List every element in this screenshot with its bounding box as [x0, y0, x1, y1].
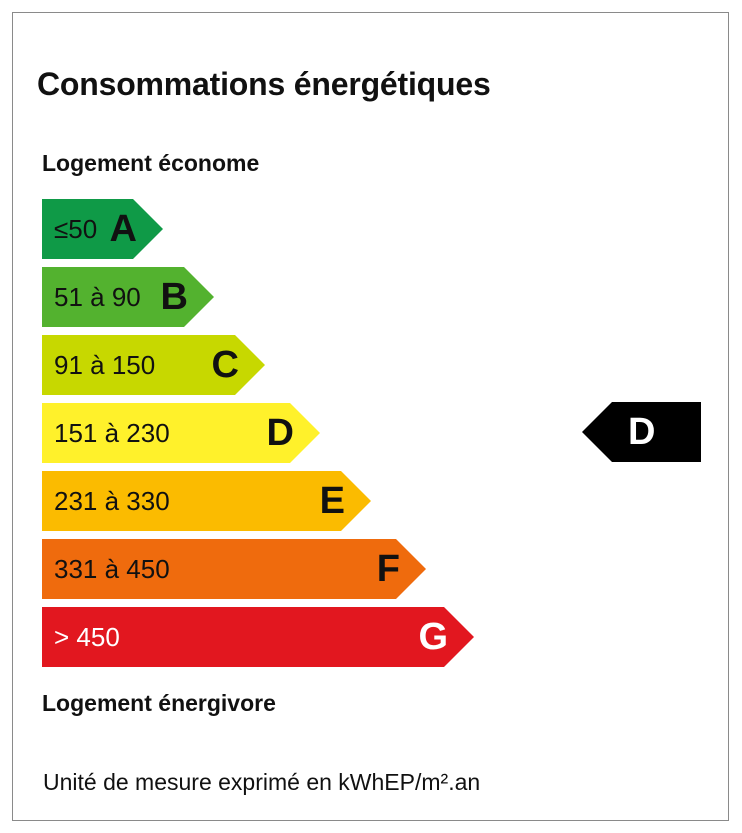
class-letter-c: C: [211, 344, 239, 386]
class-bar-a: ≤50 A: [42, 199, 163, 259]
class-letter-d: D: [266, 412, 294, 454]
class-letter-f: F: [376, 548, 400, 590]
class-range-e: 231 à 330: [54, 486, 170, 516]
class-range-a: ≤50: [54, 214, 98, 244]
class-letter-g: G: [418, 616, 448, 658]
class-range-c: 91 à 150: [54, 350, 156, 380]
class-range-f: 331 à 450: [54, 554, 170, 584]
class-letter-e: E: [319, 480, 345, 522]
class-bar-b: 51 à 90 B: [42, 267, 214, 327]
class-letter-b: B: [160, 276, 188, 318]
class-range-g: > 450: [54, 622, 120, 652]
class-bar-c: 91 à 150 C: [42, 335, 265, 395]
class-letter-a: A: [109, 208, 137, 250]
unit-note: Unité de mesure exprimé en kWhEP/m².an: [43, 769, 481, 795]
current-class-letter: D: [628, 411, 656, 453]
energy-hungry-label: Logement énergivore: [42, 690, 276, 716]
class-range-b: 51 à 90: [54, 282, 141, 312]
class-range-d: 151 à 230: [54, 418, 170, 448]
label-frame: [12, 12, 729, 821]
economical-label: Logement économe: [42, 150, 260, 176]
class-bar-e: 231 à 330 E: [42, 471, 371, 531]
class-bar-f: 331 à 450 F: [42, 539, 426, 599]
page-title: Consommations énergétiques: [37, 66, 491, 102]
class-bar-g: > 450 G: [42, 607, 474, 667]
class-bar-d: 151 à 230 D: [42, 403, 320, 463]
